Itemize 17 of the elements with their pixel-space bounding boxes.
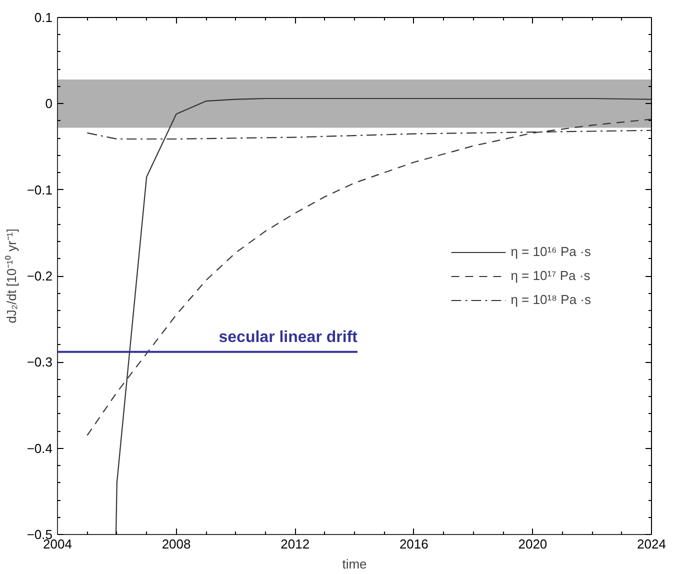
- x-tick-label: 2024: [637, 536, 666, 552]
- y-tick-label: −0.4: [26, 440, 53, 456]
- annotation: secular linear drift: [218, 328, 358, 346]
- y-tick-label: 0.1: [34, 10, 53, 25]
- x-tick-label: 2012: [280, 536, 310, 552]
- y-tick-label: 0: [45, 96, 53, 112]
- x-tick-label: 2020: [518, 536, 548, 552]
- x-tick-label: 2008: [162, 536, 191, 552]
- y-tick-label: −0.1: [26, 182, 53, 198]
- y-tick-label: −0.2: [26, 268, 53, 284]
- y-tick-label: −0.3: [26, 354, 53, 370]
- x-tick-label: 2016: [399, 536, 428, 552]
- legend-label: η = 10¹⁸ Pa ·s: [510, 292, 591, 307]
- y-axis-title: dJ₂/dt [10⁻¹⁰ yr⁻¹]: [4, 228, 19, 324]
- x-axis-title: time: [342, 556, 367, 572]
- legend-label: η = 10¹⁷ Pa ·s: [510, 268, 590, 283]
- legend-label: η = 10¹⁶ Pa ·s: [510, 244, 591, 259]
